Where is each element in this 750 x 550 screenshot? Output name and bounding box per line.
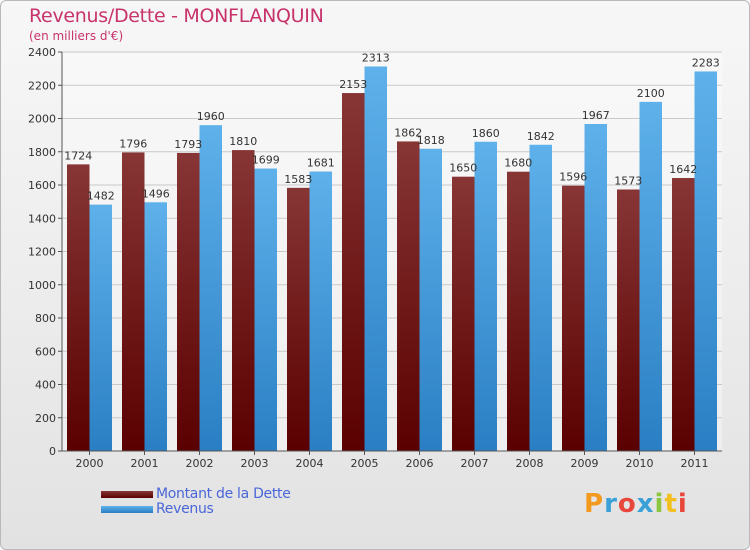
bar-revenus xyxy=(639,101,662,451)
data-label-dette: 1642 xyxy=(669,163,697,176)
bar-dette xyxy=(562,185,585,452)
y-tick-label: 1600 xyxy=(28,179,56,192)
y-tick-label: 1000 xyxy=(28,279,56,292)
data-label-dette: 1724 xyxy=(64,149,92,162)
data-label-revenus: 1960 xyxy=(197,110,225,123)
data-label-revenus: 2283 xyxy=(692,56,720,69)
data-label-revenus: 1860 xyxy=(472,127,500,140)
bar-dette xyxy=(232,150,255,451)
bar-dette xyxy=(452,176,475,451)
bar-revenus xyxy=(584,123,607,451)
y-tick-label: 1400 xyxy=(28,212,56,225)
x-tick-label: 2006 xyxy=(406,457,434,470)
x-tick-label: 2000 xyxy=(76,457,104,470)
legend-label-revenus: Revenus xyxy=(156,501,214,517)
logo-letter: P xyxy=(584,489,605,519)
bar-dette xyxy=(67,164,90,451)
y-tick-label: 200 xyxy=(35,412,56,425)
data-label-dette: 1596 xyxy=(559,171,587,184)
bar-revenus xyxy=(474,141,497,451)
x-tick-label: 2003 xyxy=(241,457,269,470)
bar-dette xyxy=(177,152,200,451)
x-tick-label: 2009 xyxy=(571,457,599,470)
bar-revenus xyxy=(199,125,222,452)
bar-revenus xyxy=(694,71,717,452)
data-label-revenus: 1967 xyxy=(582,109,610,122)
data-label-dette: 2153 xyxy=(339,78,367,91)
y-tick-label: 2200 xyxy=(28,79,56,92)
x-tick-label: 2005 xyxy=(351,457,379,470)
data-label-dette: 1573 xyxy=(614,174,642,187)
x-tick-label: 2010 xyxy=(626,457,654,470)
bar-dette xyxy=(397,141,420,451)
x-tick-label: 2007 xyxy=(461,457,489,470)
data-label-revenus: 2313 xyxy=(362,51,390,64)
data-label-revenus: 1842 xyxy=(527,130,555,143)
data-label-dette: 1810 xyxy=(229,135,257,148)
logo-letter: i xyxy=(677,489,688,519)
legend-swatch-revenus xyxy=(101,506,153,513)
x-tick-label: 2008 xyxy=(516,457,544,470)
x-tick-label: 2011 xyxy=(681,457,709,470)
bar-dette xyxy=(507,171,530,451)
logo-letter: o xyxy=(617,489,637,519)
data-label-dette: 1793 xyxy=(174,138,202,151)
legend-label-dette: Montant de la Dette xyxy=(156,486,291,502)
data-label-revenus: 2100 xyxy=(637,87,665,100)
data-label-dette: 1862 xyxy=(394,126,422,139)
y-tick-label: 2000 xyxy=(28,113,56,126)
data-label-dette: 1680 xyxy=(504,157,532,170)
bar-revenus xyxy=(529,144,552,451)
bar-revenus xyxy=(89,204,112,451)
logo-letter: x xyxy=(636,489,655,519)
bar-revenus xyxy=(364,66,387,452)
bar-dette xyxy=(122,152,145,452)
bar-revenus xyxy=(419,148,442,451)
logo-letter: i xyxy=(654,489,665,519)
bar-revenus xyxy=(309,171,332,451)
y-tick-label: 1200 xyxy=(28,246,56,259)
legend-swatch-dette xyxy=(101,491,153,498)
y-tick-label: 800 xyxy=(35,312,56,325)
x-tick-label: 2001 xyxy=(131,457,159,470)
bar-revenus xyxy=(254,168,277,451)
bar-dette xyxy=(617,189,640,451)
y-tick-label: 1800 xyxy=(28,146,56,159)
data-label-revenus: 1482 xyxy=(87,190,115,203)
proxiti-logo: Proxiti xyxy=(584,489,688,519)
data-label-dette: 1583 xyxy=(284,173,312,186)
data-label-dette: 1650 xyxy=(449,162,477,175)
logo-letter: r xyxy=(604,489,618,519)
logo-letter: t xyxy=(664,489,678,519)
data-label-revenus: 1818 xyxy=(417,134,445,147)
bar-dette xyxy=(672,178,695,451)
data-label-revenus: 1496 xyxy=(142,187,170,200)
bar-revenus xyxy=(144,202,167,451)
x-tick-label: 2004 xyxy=(296,457,324,470)
data-label-dette: 1796 xyxy=(119,137,147,150)
x-tick-label: 2002 xyxy=(186,457,214,470)
bar-dette xyxy=(287,187,310,452)
data-label-revenus: 1699 xyxy=(252,154,280,167)
bar-dette xyxy=(342,93,365,451)
y-tick-label: 2400 xyxy=(28,46,56,59)
chart-title: Revenus/Dette - MONFLANQUIN xyxy=(29,5,324,27)
y-tick-label: 400 xyxy=(35,379,56,392)
data-label-revenus: 1681 xyxy=(307,157,335,170)
y-tick-label: 0 xyxy=(49,445,56,458)
chart-subtitle: (en milliers d'€) xyxy=(29,29,124,43)
y-tick-label: 600 xyxy=(35,345,56,358)
